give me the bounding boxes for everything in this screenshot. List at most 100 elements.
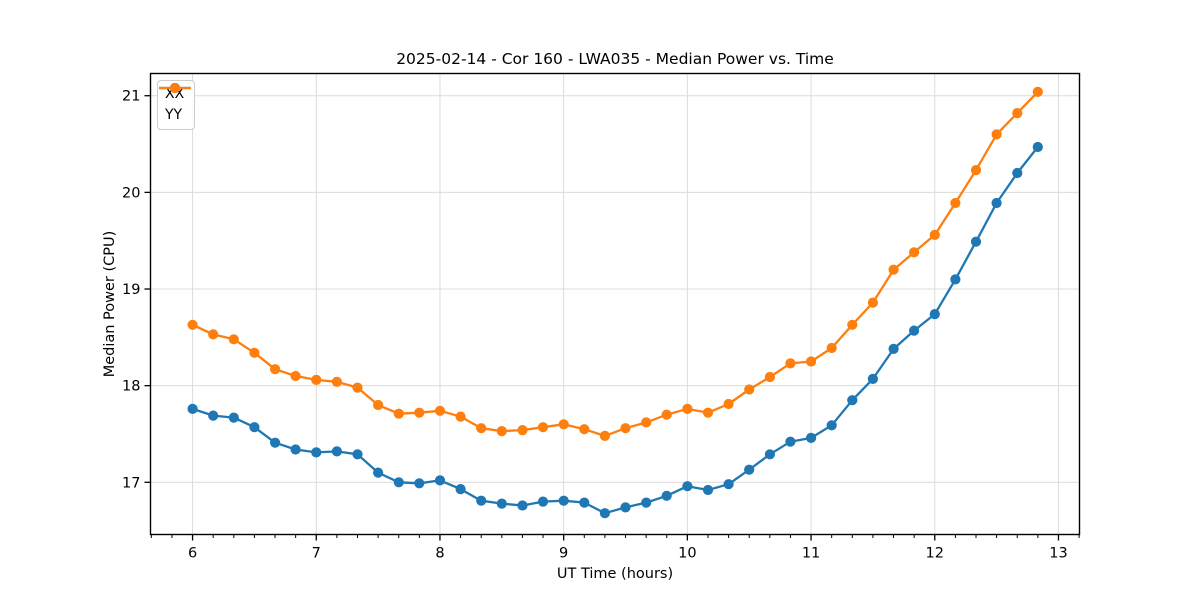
series-YY-point bbox=[579, 424, 590, 435]
series-XX-point bbox=[455, 484, 466, 495]
series-XX-point bbox=[187, 403, 198, 414]
chart-title: 2025-02-14 - Cor 160 - LWA035 - Median P… bbox=[396, 50, 834, 68]
series-XX-point bbox=[826, 420, 837, 431]
series-XX-point bbox=[208, 410, 219, 421]
series-YY-point bbox=[373, 399, 384, 411]
series-YY-point bbox=[455, 411, 466, 422]
series-YY-point bbox=[888, 264, 899, 275]
x-tick-label: 9 bbox=[559, 546, 568, 562]
series-XX-point bbox=[785, 436, 796, 447]
series-YY-point bbox=[290, 370, 301, 382]
series-XX-point bbox=[909, 325, 920, 336]
y-tick-label: 21 bbox=[122, 89, 140, 105]
series-YY-point bbox=[517, 425, 528, 436]
series-YY-point bbox=[826, 342, 837, 354]
legend-item-YY: YY bbox=[159, 82, 191, 125]
series-YY-point bbox=[599, 430, 611, 441]
series-YY-point bbox=[558, 419, 569, 430]
series-XX-point bbox=[373, 467, 384, 478]
series-YY-point bbox=[434, 405, 446, 416]
series-XX-point bbox=[290, 444, 301, 455]
series-YY-point bbox=[414, 407, 425, 418]
series-XX-point bbox=[867, 373, 879, 384]
series-YY-point bbox=[311, 374, 322, 385]
series-YY-point bbox=[785, 358, 796, 369]
series-YY-point bbox=[970, 165, 982, 176]
series-YY-point bbox=[496, 426, 507, 437]
series-XX-point bbox=[434, 475, 446, 486]
series-XX-point bbox=[517, 500, 528, 511]
series-XX-point bbox=[702, 484, 714, 496]
series-XX-point bbox=[847, 395, 858, 406]
y-tick-label: 19 bbox=[122, 282, 140, 298]
series-XX-point bbox=[723, 479, 734, 490]
series-YY-point bbox=[393, 408, 404, 419]
series-YY-point bbox=[476, 423, 487, 434]
series-YY-point bbox=[764, 371, 776, 383]
series-XX-point bbox=[558, 495, 569, 506]
series-YY-point bbox=[744, 384, 755, 395]
series-XX-point bbox=[806, 432, 817, 443]
series-YY-point bbox=[991, 129, 1002, 140]
series-XX-point bbox=[1012, 167, 1023, 179]
y-tick-label: 18 bbox=[122, 379, 140, 395]
series-YY-point bbox=[228, 334, 239, 345]
x-tick-label: 7 bbox=[312, 546, 321, 562]
series-YY-point bbox=[847, 319, 858, 330]
series-YY-point bbox=[867, 297, 879, 308]
series-XX-point bbox=[764, 449, 776, 460]
series-XX-point bbox=[620, 502, 631, 513]
series-YY-point bbox=[806, 356, 817, 367]
series-YY-point bbox=[249, 347, 260, 358]
series-XX-point bbox=[352, 449, 363, 460]
series-XX-point bbox=[228, 412, 239, 423]
series-XX-point bbox=[599, 508, 611, 519]
series-YY-point bbox=[537, 422, 549, 433]
series-XX-point bbox=[249, 422, 260, 433]
x-tick-label: 11 bbox=[802, 546, 820, 562]
series-YY-point bbox=[909, 247, 920, 258]
series-XX-point bbox=[888, 343, 899, 354]
legend: XX YY bbox=[157, 80, 196, 130]
series-XX-point bbox=[661, 490, 672, 501]
series-YY-point bbox=[723, 398, 734, 410]
series-XX-point bbox=[929, 309, 940, 320]
series-YY-point bbox=[1012, 108, 1023, 119]
series-YY-point bbox=[331, 376, 342, 387]
series-XX-point bbox=[682, 481, 693, 492]
series-YY-point bbox=[661, 409, 672, 420]
series-XX-point bbox=[331, 446, 342, 457]
series-XX-point bbox=[1032, 141, 1043, 153]
series-YY-point bbox=[929, 229, 940, 240]
series-XX-point bbox=[393, 477, 404, 488]
x-tick-label: 13 bbox=[1049, 546, 1067, 562]
x-tick-label: 6 bbox=[188, 546, 197, 562]
x-tick-label: 10 bbox=[678, 546, 696, 562]
series-YY-point bbox=[641, 417, 652, 428]
series-YY-line bbox=[191, 90, 1039, 438]
series-YY-point bbox=[620, 423, 631, 434]
series-XX-point bbox=[537, 496, 549, 507]
series-YY-point bbox=[950, 197, 961, 209]
series-XX-point bbox=[579, 497, 590, 508]
series-YY-point bbox=[208, 329, 219, 340]
series-XX-point bbox=[496, 498, 507, 509]
series-YY-point bbox=[187, 319, 198, 330]
y-tick-label: 17 bbox=[122, 475, 140, 491]
series-XX-point bbox=[991, 197, 1002, 209]
series-XX-point bbox=[641, 497, 652, 508]
series-YY-point bbox=[352, 382, 363, 393]
series-XX-point bbox=[311, 447, 322, 458]
series-YY-point bbox=[682, 403, 693, 414]
series-XX-point bbox=[744, 464, 755, 475]
x-axis-label: UT Time (hours) bbox=[556, 566, 674, 582]
series-XX-point bbox=[270, 437, 281, 448]
legend-line-sample-icon bbox=[159, 82, 191, 94]
series-YY-point bbox=[270, 364, 281, 375]
x-tick-label: 12 bbox=[926, 546, 944, 562]
legend-label: YY bbox=[165, 107, 183, 123]
y-axis-label: Median Power (CPU) bbox=[102, 230, 118, 378]
series-XX-point bbox=[970, 236, 982, 247]
